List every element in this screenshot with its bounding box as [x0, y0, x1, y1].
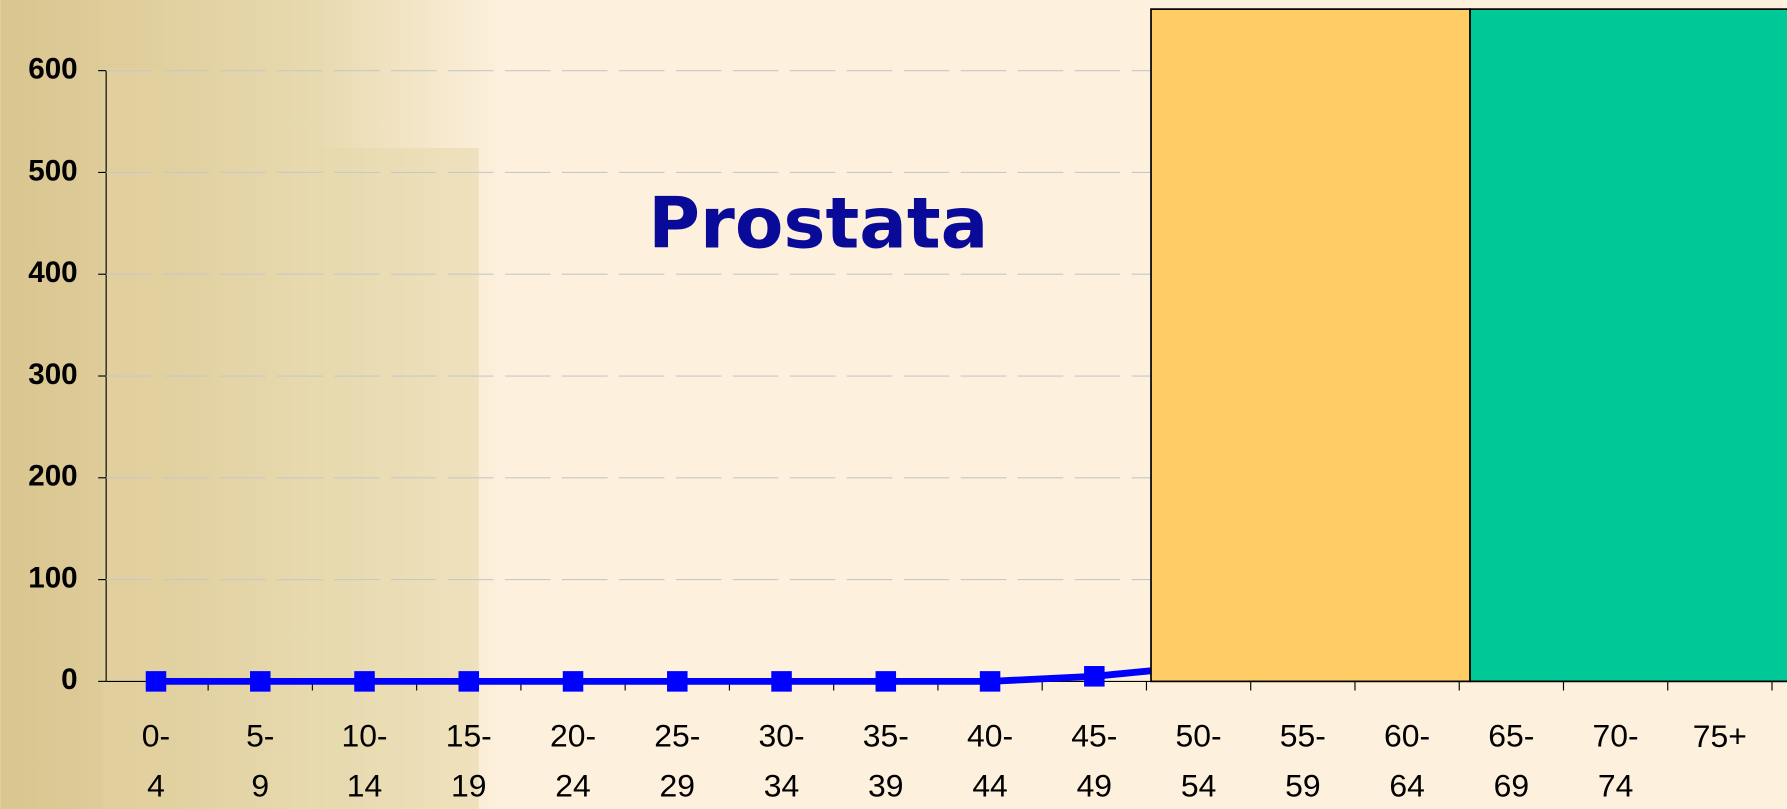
x-tick-label: 70-74	[1593, 718, 1639, 804]
y-tick-label: 400	[28, 256, 77, 289]
x-tick-label: 0-4	[142, 718, 170, 804]
x-tick-label: 40-44	[967, 718, 1013, 804]
data-point	[458, 671, 480, 692]
data-point	[354, 671, 375, 692]
building-decoration	[102, 68, 172, 809]
x-tick-label: 65-69	[1488, 718, 1534, 804]
x-tick-label: 45-49	[1071, 718, 1117, 804]
x-tick-label: 55-59	[1280, 718, 1326, 804]
y-tick-label: 300	[28, 358, 77, 391]
y-tick-label: 200	[28, 460, 77, 493]
data-point	[250, 671, 271, 692]
data-point	[979, 671, 1001, 692]
x-tick-label: 25-29	[654, 718, 700, 804]
y-tick-label: 600	[28, 52, 77, 85]
x-tick-label: 15-19	[446, 718, 492, 804]
building-decoration	[319, 148, 479, 809]
x-tick-label: 30-34	[759, 718, 805, 804]
x-tick-label: 20-24	[550, 718, 596, 804]
x-tick-label: 10-14	[341, 718, 387, 804]
data-point	[145, 671, 167, 692]
x-tick-label: 50-54	[1176, 718, 1222, 804]
data-point	[562, 671, 584, 692]
x-tick-label: 75+	[1693, 718, 1747, 754]
x-tick-label: 60-64	[1384, 718, 1430, 804]
chart-title: Prostata	[648, 181, 988, 264]
data-point	[875, 671, 897, 692]
data-point	[771, 671, 792, 692]
data-point	[1084, 666, 1105, 687]
overlay-box	[1150, 8, 1471, 683]
x-tick-label: 35-39	[863, 718, 909, 804]
overlay	[1150, 8, 1787, 683]
y-tick-label: 500	[28, 154, 77, 187]
y-tick-label: 100	[28, 561, 77, 594]
y-tick-label: 0	[61, 663, 77, 696]
data-point	[667, 671, 688, 692]
overlay-box	[1469, 8, 1787, 683]
x-tick-label: 5-9	[246, 718, 274, 804]
